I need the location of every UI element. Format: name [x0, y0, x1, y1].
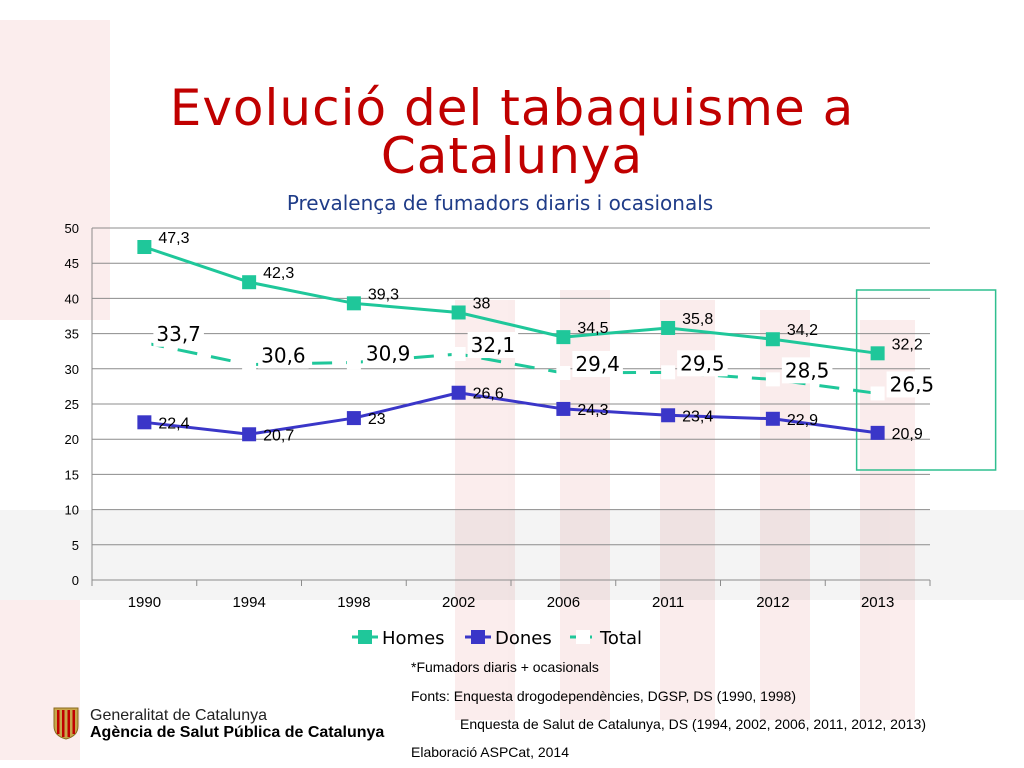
data-label-homes: 34,2	[787, 322, 818, 339]
data-label-bg-total	[467, 332, 519, 359]
data-label-total: 30,9	[366, 341, 411, 365]
data-label-dones: 23,4	[682, 408, 713, 425]
data-point-total	[451, 347, 466, 362]
credit-line: Elaboració ASPCat, 2014	[411, 744, 569, 760]
x-tick-label: 2006	[547, 594, 580, 611]
slide-title: Evolució del tabaquisme a Catalunya	[0, 79, 1024, 185]
y-tick-label: 25	[65, 397, 79, 412]
slide-title-line1: Evolució del tabaquisme a	[169, 79, 855, 137]
y-tick-label: 5	[72, 538, 79, 553]
x-tick-label: 1998	[337, 594, 370, 611]
data-label-dones: 24,3	[577, 402, 608, 419]
data-point-homes	[346, 296, 361, 311]
data-label-dones: 20,9	[892, 426, 923, 443]
data-point-dones	[451, 385, 466, 400]
org-name-line1: Generalitat de Catalunya	[90, 707, 267, 724]
data-label-bg-total	[677, 350, 728, 377]
y-tick-label: 0	[72, 573, 79, 588]
data-point-homes	[661, 320, 676, 335]
data-label-total: 28,5	[785, 358, 830, 382]
data-label-dones: 26,6	[473, 386, 504, 403]
data-label-homes: 42,3	[263, 265, 294, 282]
data-point-dones	[242, 427, 257, 442]
data-label-total: 29,5	[680, 351, 725, 375]
data-point-dones	[137, 415, 152, 430]
x-tick-label: 1990	[128, 594, 161, 611]
data-point-total	[765, 372, 780, 387]
legend-label-homes: Homes	[382, 628, 445, 649]
data-point-homes	[765, 332, 780, 347]
data-point-homes	[556, 330, 571, 345]
data-point-total	[556, 366, 571, 381]
data-point-homes	[242, 275, 257, 290]
data-label-dones: 22,4	[158, 415, 189, 432]
data-label-bg-total	[572, 351, 623, 378]
data-label-bg-total	[153, 320, 204, 347]
data-point-homes	[137, 240, 152, 255]
source-line-2: Enquesta de Salut de Catalunya, DS (1994…	[460, 716, 926, 732]
data-point-homes	[451, 305, 466, 320]
slide-title-line2: Catalunya	[380, 127, 644, 185]
data-label-total: 26,5	[890, 372, 935, 396]
data-point-dones	[556, 401, 571, 416]
footnote: *Fumadors diaris + ocasionals	[411, 659, 599, 675]
data-point-total	[661, 365, 676, 380]
data-label-bg-total	[886, 371, 938, 398]
legend-label-total: Total	[599, 628, 642, 649]
y-tick-label: 35	[65, 327, 79, 342]
source-line-1: Fonts: Enquesta drogodependències, DGSP,…	[411, 688, 796, 704]
legend-label-dones: Dones	[495, 628, 552, 649]
data-label-homes: 38	[473, 295, 491, 312]
series-line-dones	[144, 391, 878, 436]
y-tick-label: 30	[65, 362, 79, 377]
data-label-dones: 20,7	[263, 427, 294, 444]
y-tick-label: 15	[65, 467, 79, 482]
data-point-dones	[765, 411, 780, 426]
data-label-bg-total	[781, 357, 833, 384]
data-label-bg-total	[362, 340, 414, 367]
x-tick-label: 1994	[232, 594, 265, 611]
data-label-dones: 22,9	[787, 412, 818, 429]
legend-marker-homes	[358, 630, 372, 644]
y-tick-label: 45	[65, 256, 79, 271]
series-line-homes	[143, 245, 878, 355]
data-label-homes: 34,5	[577, 320, 608, 337]
org-name-line2: Agència de Salut Pública de Catalunya	[90, 724, 385, 741]
data-label-total: 33,7	[156, 322, 201, 346]
y-tick-label: 10	[65, 503, 79, 518]
data-label-homes: 35,8	[682, 311, 713, 328]
data-point-total	[242, 357, 257, 372]
data-point-dones	[870, 425, 885, 440]
y-tick-label: 20	[65, 432, 79, 447]
data-label-homes: 47,3	[158, 230, 189, 247]
data-label-total: 29,4	[575, 352, 620, 376]
data-point-dones	[661, 408, 676, 423]
data-point-total	[870, 386, 885, 401]
data-label-homes: 32,2	[892, 336, 923, 353]
data-label-homes: 39,3	[368, 286, 399, 303]
y-tick-label: 50	[65, 221, 79, 236]
x-tick-label: 2013	[861, 594, 894, 611]
x-tick-label: 2011	[652, 594, 684, 611]
x-tick-label: 2002	[442, 594, 475, 611]
legend-marker-dones	[471, 630, 485, 644]
data-point-homes	[870, 346, 885, 361]
legend-marker-total	[576, 630, 590, 644]
data-label-total: 32,1	[471, 333, 516, 357]
x-tick-label: 2012	[756, 594, 789, 611]
series-line-total	[144, 341, 878, 395]
data-point-total	[137, 335, 152, 350]
data-label-bg-total	[258, 342, 309, 369]
y-tick-label: 40	[65, 291, 79, 306]
data-label-total: 30,6	[261, 344, 306, 368]
highlight-box-2013	[855, 289, 997, 471]
data-point-dones	[346, 411, 361, 426]
slide-subtitle: Prevalença de fumadors diaris i ocasiona…	[286, 191, 714, 215]
generalitat-logo	[53, 707, 79, 740]
data-point-total	[346, 355, 361, 370]
data-label-dones: 23	[368, 411, 386, 428]
